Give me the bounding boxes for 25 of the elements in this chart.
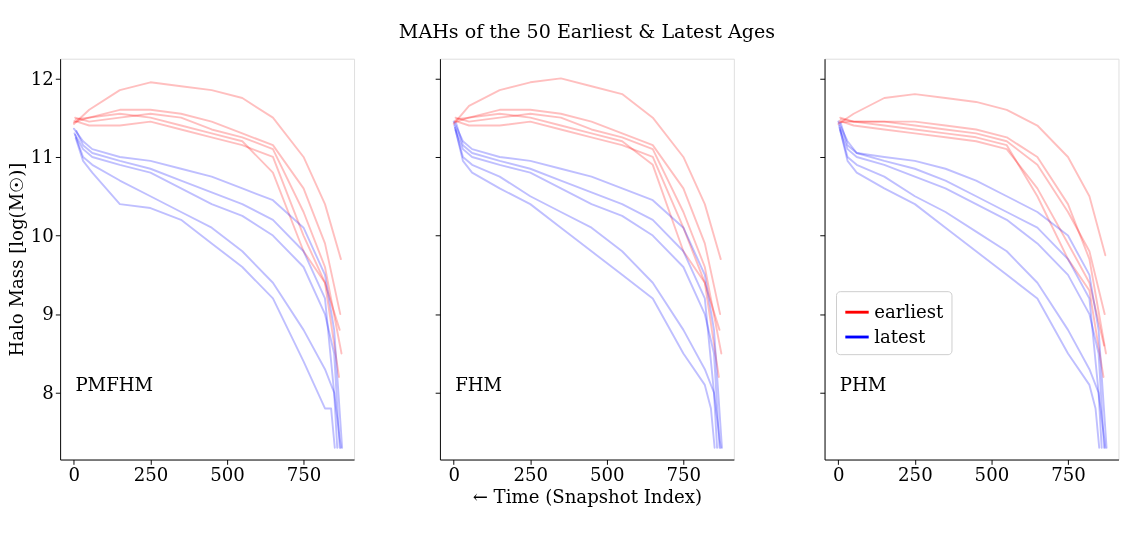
legend-label: earliest (874, 300, 945, 322)
x-tick-label: 500 (590, 464, 625, 486)
annotation: PMFHM (75, 374, 154, 396)
y-tick-label: 9 (42, 303, 54, 325)
x-tick-label: 250 (898, 464, 933, 486)
legend-label: latest (874, 325, 927, 347)
x-tick-label: 750 (666, 464, 702, 486)
x-tick-label: 0 (833, 464, 845, 486)
y-tick-label: 11 (30, 146, 54, 168)
x-tick-label: 750 (286, 464, 322, 486)
y-tick-label: 10 (30, 224, 54, 246)
y-axis-title: Halo Mass [log(M☉)] (6, 162, 28, 357)
x-tick-label: 250 (513, 464, 549, 486)
x-tick-label: 750 (1051, 464, 1086, 486)
x-tick-label: 0 (448, 464, 460, 486)
x-tick-label: 500 (210, 464, 245, 486)
x-tick-label: 250 (133, 464, 169, 486)
y-tick-label: 12 (30, 67, 54, 89)
annotation: PHM (839, 374, 887, 396)
annotation: FHM (455, 374, 503, 396)
y-tick-label: 8 (42, 381, 54, 403)
chart-title: MAHs of the 50 Earliest & Latest Ages (398, 19, 776, 42)
x-axis-title: ← Time (Snapshot Index) (472, 485, 703, 507)
x-tick-label: 0 (68, 464, 81, 486)
x-tick-label: 500 (974, 464, 1010, 486)
